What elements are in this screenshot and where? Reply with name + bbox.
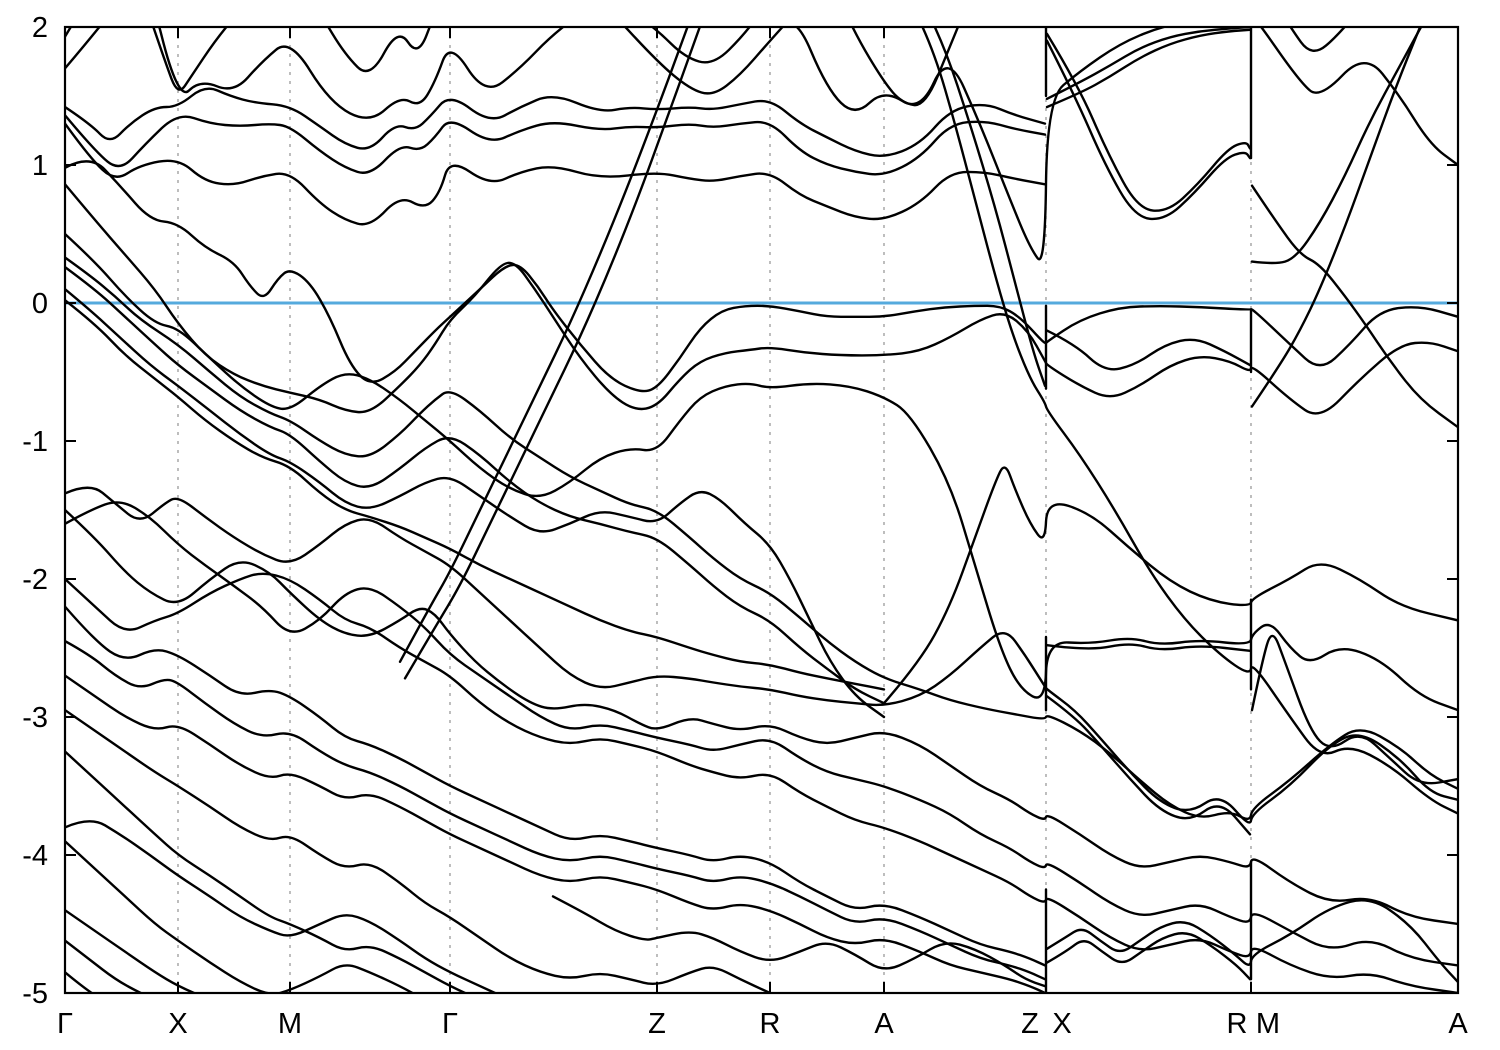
band-curve [1045,899,1458,984]
band-curve [65,87,1047,157]
band-curves [65,27,1458,993]
band-curve [65,971,94,993]
band-curve [65,27,1458,261]
band-curve [65,674,1047,993]
band-curve [65,486,1458,824]
plot-frame [63,25,1460,995]
energy-tick-label: -2 [22,564,48,596]
band-curve [551,895,1047,988]
band-curve [65,708,772,993]
band-curve [65,909,198,993]
band-curve [1250,184,1458,429]
band-curve [65,183,1458,415]
k-point-label: X [1052,1008,1071,1040]
band-curve [933,27,1047,387]
band-curve [65,750,468,993]
k-point-label: M [278,1008,302,1040]
band-curve [65,508,1458,926]
band-curve [65,501,1458,967]
band-curve [65,639,1047,981]
band-curve [1045,932,1252,981]
band-curve [65,114,1047,176]
band-curve [1250,27,1423,265]
band-curve [1045,27,1252,100]
band-curve [65,232,1458,712]
band-curve [1045,329,1252,371]
energy-tick-label: 1 [32,150,48,182]
k-point-label: R [1227,1008,1248,1040]
band-curve [882,466,1458,705]
band-curve [1045,28,1252,109]
energy-tick-label: 2 [32,12,48,44]
k-point-label: R [760,1008,781,1040]
plot-border [63,25,1460,995]
k-point-label: Γ [57,1008,73,1040]
band-curve [1045,32,1252,212]
band-curve [403,27,702,680]
band-curve [1045,39,1252,221]
energy-tick-label: -5 [22,978,48,1010]
band-curve [65,256,1458,820]
k-point-label: X [168,1008,187,1040]
band-curve [398,27,689,663]
band-curve [921,27,1458,815]
band-curve [65,160,1458,393]
energy-tick-label: -1 [22,426,48,458]
k-point-label: Γ [442,1008,458,1040]
axis-ticks [64,26,1459,994]
band-curve [65,27,1347,107]
band-curve [65,288,886,719]
energy-tick-label: -3 [22,702,48,734]
band-curve [65,840,415,993]
band-curve [65,122,1047,226]
k-point-label: M [1256,1008,1280,1040]
band-curve [65,265,886,705]
energy-tick-label: -4 [22,840,48,872]
energy-tick-label: 0 [32,288,48,320]
gridlines [177,27,1252,993]
band-curve [65,572,1458,993]
band-curve [1250,27,1422,408]
band-curve [65,605,1047,967]
band-curve [65,939,144,993]
band-curve [65,820,498,993]
k-point-label: A [1448,1008,1468,1040]
k-point-label: Z [1021,1008,1039,1040]
band-curve [65,299,886,691]
band-curve [1045,643,1252,652]
band-curve [1250,634,1458,785]
band-curve [1045,695,1252,836]
k-point-label: Z [648,1008,666,1040]
y-axis-labels: 2 1 0 -1 -2 -3 -4 -5 [22,12,48,1010]
k-point-label: A [874,1008,894,1040]
